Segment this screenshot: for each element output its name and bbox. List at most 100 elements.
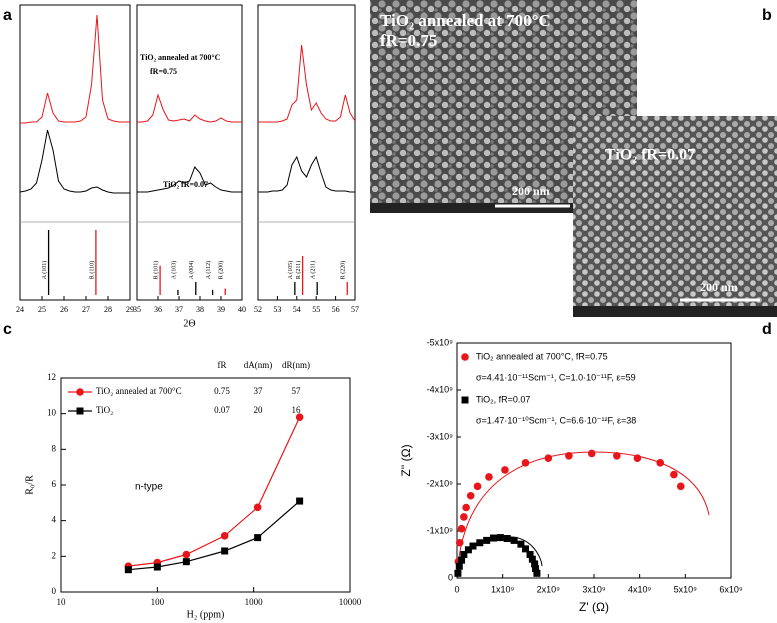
y-tick-label: 8 [52,443,57,453]
x-tick-label: 53 [273,305,281,314]
x-tick-label: 35 [133,305,141,314]
data-point [496,534,504,542]
data-point [454,569,462,577]
x-tick-label: 38 [196,305,204,314]
data-point [153,563,161,571]
table-cell: 0.75 [214,386,230,396]
plot-frame [136,4,243,301]
x-tick-label: 3x10⁹ [582,584,606,594]
xrd-pattern [19,129,130,194]
data-point [182,558,190,566]
xrd-pattern [137,166,242,193]
legend-detail: σ=4.41·10⁻¹¹Scm⁻¹, C=1.0·10⁻¹¹F, ε=59 [476,372,636,382]
x-tick-label: 56 [332,305,340,314]
series-line [128,416,301,567]
stick-label: R (110) [88,261,95,279]
data-point [613,452,621,460]
legend-marker [461,353,469,361]
x-tick-label: 28 [104,305,112,314]
fit-curve [456,451,710,579]
data-point [476,539,484,547]
sem-image [573,116,777,317]
stick-label: R (101) [152,261,159,280]
xrd-pattern [258,155,355,193]
x-tick-label: 0 [454,584,459,594]
data-point [490,534,498,542]
table-cell: 20 [254,405,264,415]
x-tick-label: 5x10⁹ [674,584,698,594]
annotation: TiO₂ annealed at 700°C [140,53,221,62]
y-tick-label: 2 [52,550,57,560]
scale-label: 200 nm [700,280,738,294]
x-tick-label: 2x10⁹ [537,584,561,594]
annotation: TiO₂ fR=0.07 [163,180,208,189]
data-point [295,413,304,422]
xrd-pattern [137,93,242,123]
annotation: fR=0.75 [150,67,177,76]
data-point [221,547,229,555]
data-point [503,535,511,543]
y-axis-label: Z'' (Ω) [399,444,413,476]
stick-label: A (112) [205,261,212,279]
data-point [633,454,642,462]
table-header: fR [218,360,227,370]
data-point [676,482,685,491]
data-point [528,555,536,563]
data-point [455,562,463,570]
data-point [483,536,491,544]
plot-frame [19,4,131,301]
data-point [587,449,596,458]
sem-info-bar [370,203,637,213]
panel-label: d [762,321,772,338]
legend-detail: σ=1.47·10⁻¹⁰Scm⁻¹, C=6.6·10⁻¹²F, ε=38 [476,415,636,425]
data-point [455,538,464,547]
x-tick-label: 39 [217,305,225,314]
table-cell: 16 [292,405,302,415]
x-tick-label: 10000 [339,597,362,607]
data-point [462,503,470,512]
data-point [532,565,540,573]
legend-marker [76,407,84,415]
plot-frame [257,4,356,301]
y-tick-label: 4 [52,515,57,525]
data-point [253,503,262,512]
table-header: dR(nm) [282,360,310,370]
series-line [128,500,300,571]
data-point [457,524,466,533]
x-axis-label: 2Θ [183,318,195,329]
data-point [526,551,534,558]
table-cell: 57 [292,386,302,396]
image-caption: TiO₂ annealed at 700°C [380,11,551,30]
xrd-pattern [20,14,130,124]
x-tick-label: 25 [38,305,46,314]
table-cell: 0.07 [214,405,230,415]
legend-label: TiO₂ [96,405,113,415]
data-point [485,473,493,481]
legend-marker [461,396,469,404]
x-axis-label: H₂ (ppm) [187,609,225,620]
stick-label: A (004) [188,261,195,280]
data-point [466,491,475,500]
data-point [521,459,530,467]
data-point [460,513,468,521]
scale-label: 200 nm [512,184,550,198]
data-point [531,560,539,568]
x-tick-label: 26 [60,305,68,314]
data-point [510,536,518,544]
stick-label: R (220) [340,261,347,280]
data-point [501,466,509,474]
data-point [464,546,472,554]
stick-label: A (103) [170,261,177,280]
x-tick-label: 37 [175,305,183,314]
y-tick-label: -1x10⁹ [427,525,454,535]
x-tick-label: 6x10⁹ [719,584,743,594]
data-point [656,459,665,467]
data-point [544,454,553,462]
data-point [473,482,482,491]
x-tick-label: 10 [57,597,67,607]
legend-label: TiO₂ annealed at 700°C, fR=0.75 [476,351,608,361]
y-tick-label: 12 [47,372,56,382]
x-tick-label: 52 [254,305,262,314]
x-tick-label: 29 [126,305,134,314]
